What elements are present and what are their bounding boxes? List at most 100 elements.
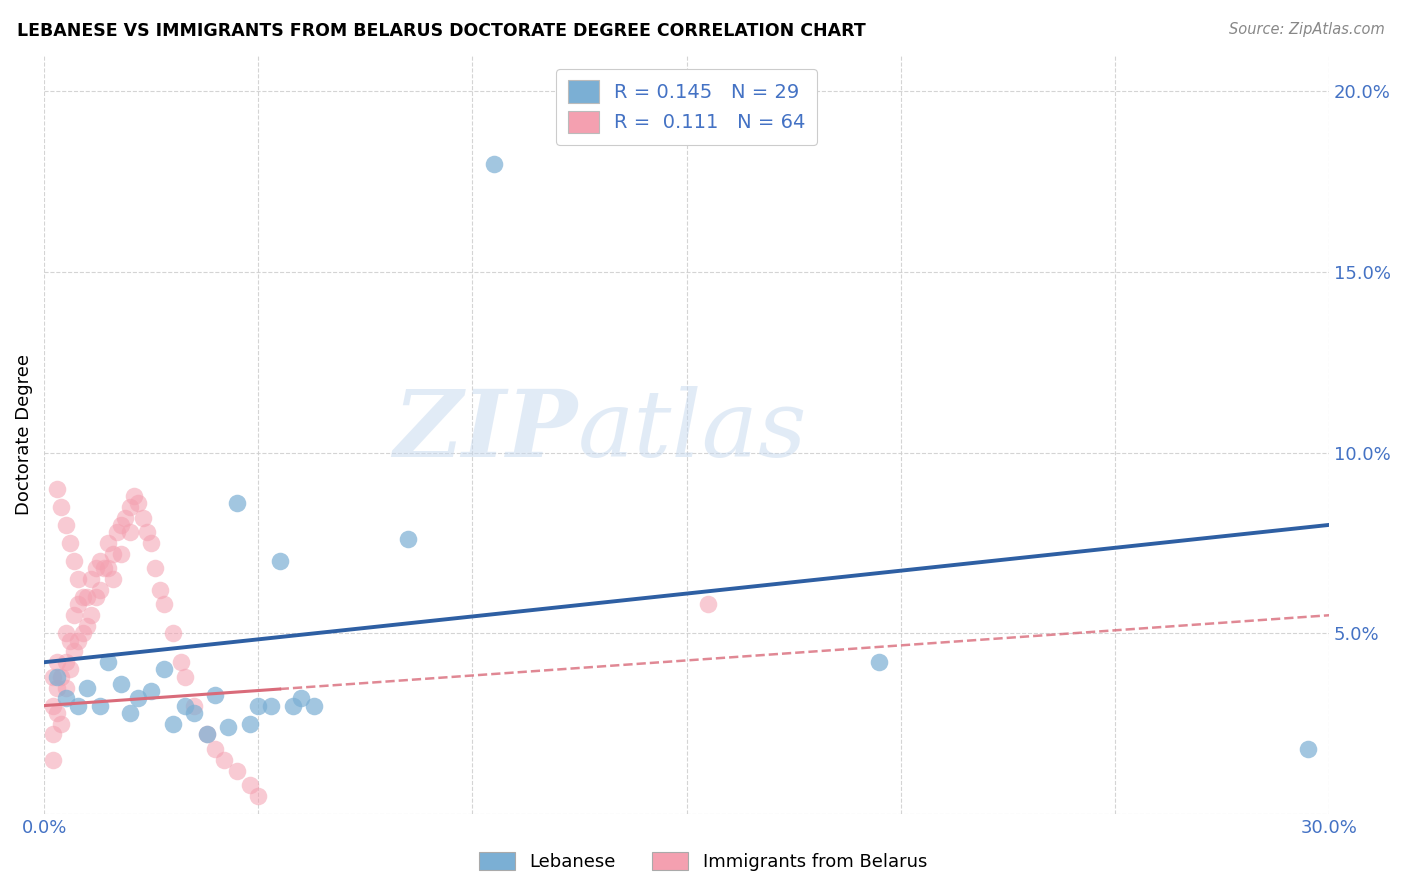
Point — [195, 727, 218, 741]
Point — [84, 590, 107, 604]
Point — [1296, 742, 1319, 756]
Point — [46, 706, 69, 720]
Text: atlas: atlas — [578, 385, 807, 475]
Point — [127, 496, 149, 510]
Point — [868, 655, 890, 669]
Point — [63, 608, 86, 623]
Point — [76, 619, 98, 633]
Point — [110, 517, 132, 532]
Point — [118, 525, 141, 540]
Point — [122, 489, 145, 503]
Point — [183, 706, 205, 720]
Point — [153, 598, 176, 612]
Point — [93, 561, 115, 575]
Point — [63, 644, 86, 658]
Y-axis label: Doctorate Degree: Doctorate Degree — [15, 354, 32, 515]
Text: LEBANESE VS IMMIGRANTS FROM BELARUS DOCTORATE DEGREE CORRELATION CHART: LEBANESE VS IMMIGRANTS FROM BELARUS DOCT… — [17, 22, 866, 40]
Point — [46, 482, 69, 496]
Point — [247, 789, 270, 803]
Point — [204, 742, 226, 756]
Point — [162, 626, 184, 640]
Point — [260, 698, 283, 713]
Point — [89, 554, 111, 568]
Point — [145, 561, 167, 575]
Point — [41, 727, 63, 741]
Point — [217, 720, 239, 734]
Text: Source: ZipAtlas.com: Source: ZipAtlas.com — [1229, 22, 1385, 37]
Point — [105, 525, 128, 540]
Point — [302, 698, 325, 713]
Point — [162, 716, 184, 731]
Point — [46, 655, 69, 669]
Legend: R = 0.145   N = 29, R =  0.111   N = 64: R = 0.145 N = 29, R = 0.111 N = 64 — [555, 69, 817, 145]
Point — [51, 716, 73, 731]
Point — [141, 536, 163, 550]
Point — [89, 582, 111, 597]
Point — [41, 753, 63, 767]
Point — [174, 698, 197, 713]
Point — [63, 554, 86, 568]
Point — [212, 753, 235, 767]
Point — [67, 633, 90, 648]
Point — [67, 572, 90, 586]
Point — [396, 533, 419, 547]
Point — [80, 572, 103, 586]
Point — [127, 691, 149, 706]
Legend: Lebanese, Immigrants from Belarus: Lebanese, Immigrants from Belarus — [472, 845, 934, 879]
Point — [51, 500, 73, 514]
Point — [239, 778, 262, 792]
Point — [697, 598, 720, 612]
Point — [55, 681, 77, 695]
Point — [55, 691, 77, 706]
Point — [97, 536, 120, 550]
Point — [225, 496, 247, 510]
Point — [46, 681, 69, 695]
Point — [183, 698, 205, 713]
Point — [195, 727, 218, 741]
Point — [225, 764, 247, 778]
Point — [55, 626, 77, 640]
Point — [174, 670, 197, 684]
Point — [51, 670, 73, 684]
Point — [55, 517, 77, 532]
Point — [131, 510, 153, 524]
Text: ZIP: ZIP — [394, 385, 578, 475]
Point — [55, 655, 77, 669]
Point — [482, 156, 505, 170]
Point — [67, 598, 90, 612]
Point — [59, 663, 82, 677]
Point — [290, 691, 312, 706]
Point — [67, 698, 90, 713]
Point — [41, 698, 63, 713]
Point — [114, 510, 136, 524]
Point — [76, 681, 98, 695]
Point — [80, 608, 103, 623]
Point — [281, 698, 304, 713]
Point — [46, 670, 69, 684]
Point — [59, 536, 82, 550]
Point — [204, 688, 226, 702]
Point — [89, 698, 111, 713]
Point — [247, 698, 270, 713]
Point — [84, 561, 107, 575]
Point — [110, 677, 132, 691]
Point — [41, 670, 63, 684]
Point — [110, 547, 132, 561]
Point — [118, 706, 141, 720]
Point — [101, 572, 124, 586]
Point — [59, 633, 82, 648]
Point — [153, 663, 176, 677]
Point — [97, 561, 120, 575]
Point — [118, 500, 141, 514]
Point — [135, 525, 157, 540]
Point — [97, 655, 120, 669]
Point — [101, 547, 124, 561]
Point — [72, 590, 94, 604]
Point — [141, 684, 163, 698]
Point — [269, 554, 291, 568]
Point — [170, 655, 193, 669]
Point — [149, 582, 172, 597]
Point — [239, 716, 262, 731]
Point — [76, 590, 98, 604]
Point — [72, 626, 94, 640]
